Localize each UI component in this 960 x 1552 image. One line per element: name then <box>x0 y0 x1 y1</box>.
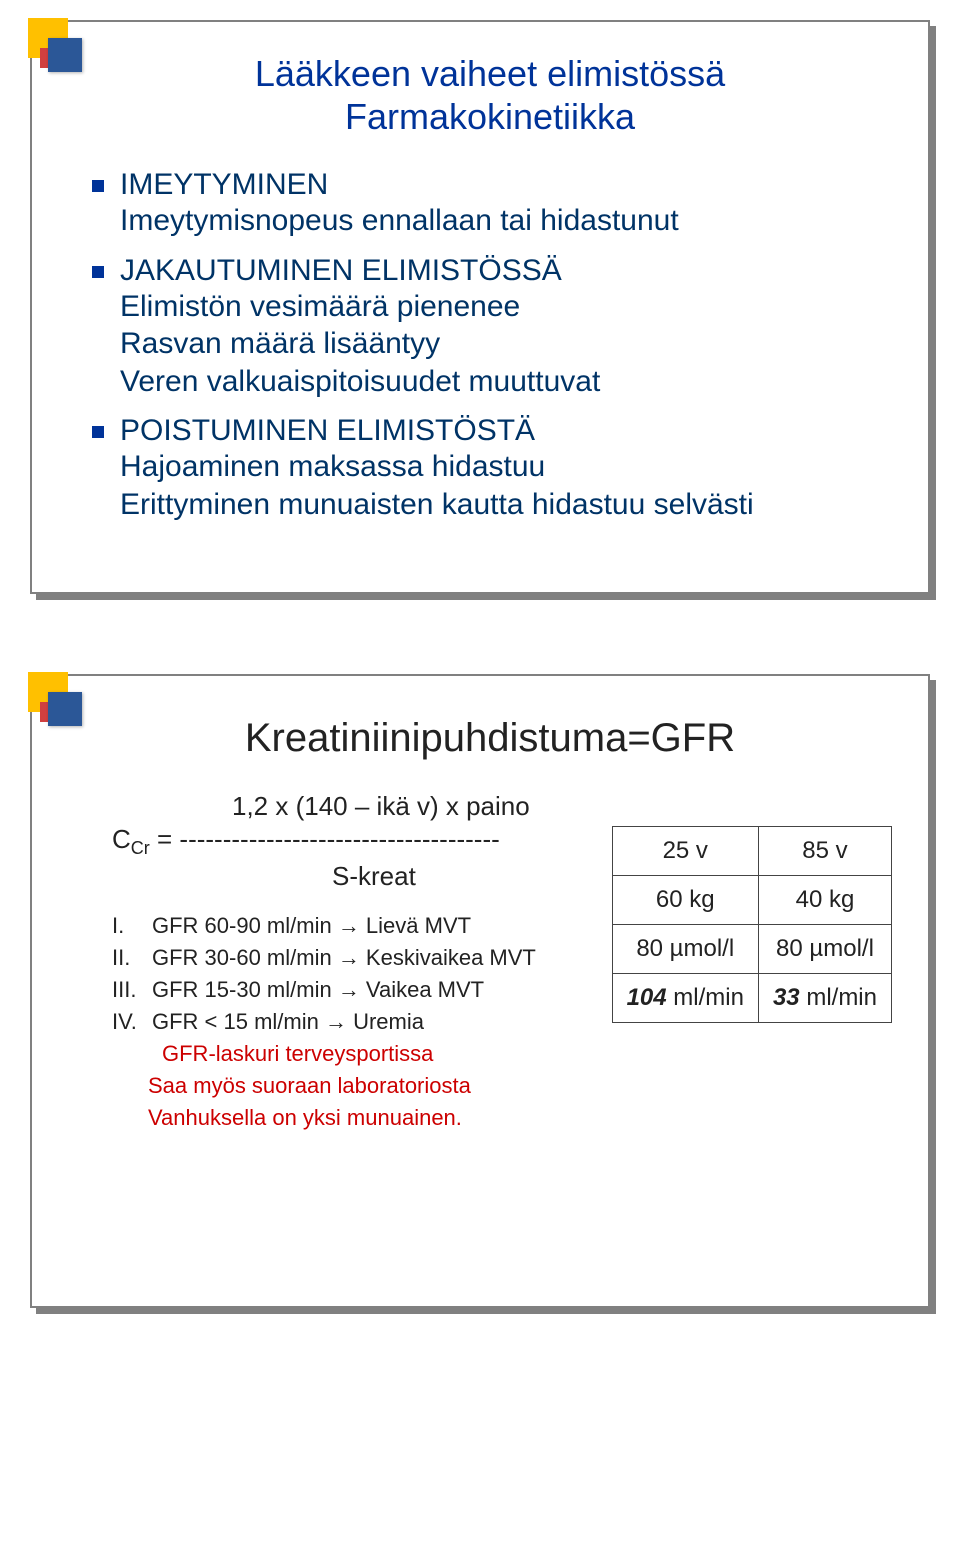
table-cell: 85 v <box>758 827 891 876</box>
list-item-sub: Elimistön vesimäärä pienenee <box>120 288 888 326</box>
list-item-sub: Rasvan määrä lisääntyy <box>120 325 888 363</box>
slide-decoration-icon <box>28 18 84 74</box>
slide-2-title: Kreatiniinipuhdistuma=GFR <box>92 716 888 761</box>
table-row: 25 v85 v <box>612 827 891 876</box>
gfr-note: Vanhuksella on yksi munuainen. <box>148 1102 888 1134</box>
table-cell: 80 µmol/l <box>758 925 891 974</box>
table-cell: 60 kg <box>612 876 758 925</box>
table-cell: 33 ml/min <box>758 974 891 1023</box>
slide-decoration-icon <box>28 672 84 728</box>
gfr-row-text: GFR 30-60 ml/min → Keskivaikea MVT <box>152 945 536 970</box>
list-item: POISTUMINEN ELIMISTÖSTÄHajoaminen maksas… <box>92 414 888 523</box>
table-cell: 25 v <box>612 827 758 876</box>
formula-numerator: 1,2 x (140 – ikä v) x paino <box>232 791 888 822</box>
formula-eq: = <box>150 824 180 854</box>
gfr-row-numeral: I. <box>112 910 152 942</box>
slide-1-title: Lääkkeen vaiheet elimistössä Farmakokine… <box>92 52 888 138</box>
list-item-sub: Erittyminen munuaisten kautta hidastuu s… <box>120 486 888 524</box>
gfr-row-numeral: II. <box>112 942 152 974</box>
table-cell: 40 kg <box>758 876 891 925</box>
list-item: JAKAUTUMINEN ELIMISTÖSSÄElimistön vesimä… <box>92 254 888 401</box>
formula-dashes: ------------------------------------- <box>179 824 499 854</box>
comparison-table: 25 v85 v60 kg40 kg80 µmol/l80 µmol/l104 … <box>612 826 892 1023</box>
table-row: 60 kg40 kg <box>612 876 891 925</box>
gfr-note: GFR-laskuri terveysportissa <box>162 1038 888 1070</box>
slide-1: Lääkkeen vaiheet elimistössä Farmakokine… <box>30 20 930 594</box>
slide-2: Kreatiniinipuhdistuma=GFR 1,2 x (140 – i… <box>30 674 930 1308</box>
table-row: 80 µmol/l80 µmol/l <box>612 925 891 974</box>
list-item-sub: Hajoaminen maksassa hidastuu <box>120 448 888 486</box>
formula-lhs: C <box>112 824 131 854</box>
bullet-icon <box>92 180 104 192</box>
list-item-head: IMEYTYMINEN <box>120 168 328 202</box>
slide-1-list: IMEYTYMINENImeytymisnopeus ennallaan tai… <box>92 168 888 523</box>
title-line-1: Lääkkeen vaiheet elimistössä <box>255 53 725 94</box>
gfr-row-numeral: IV. <box>112 1006 152 1038</box>
list-item-sub: Imeytymisnopeus ennallaan tai hidastunut <box>120 202 888 240</box>
list-item: IMEYTYMINENImeytymisnopeus ennallaan tai… <box>92 168 888 240</box>
gfr-note: Saa myös suoraan laboratoriosta <box>148 1070 888 1102</box>
bullet-icon <box>92 426 104 438</box>
list-item-sub: Veren valkuaispitoisuudet muuttuvat <box>120 363 888 401</box>
page: Lääkkeen vaiheet elimistössä Farmakokine… <box>0 0 960 1428</box>
gfr-row-numeral: III. <box>112 974 152 1006</box>
table-cell: 80 µmol/l <box>612 925 758 974</box>
title-line-2: Farmakokinetiikka <box>345 96 635 137</box>
gfr-row-text: GFR 60-90 ml/min → Lievä MVT <box>152 913 471 938</box>
formula-lhs-sub: Cr <box>131 838 150 858</box>
list-item-head: POISTUMINEN ELIMISTÖSTÄ <box>120 414 535 448</box>
table-row: 104 ml/min33 ml/min <box>612 974 891 1023</box>
gfr-row-text: GFR 15-30 ml/min → Vaikea MVT <box>152 977 484 1002</box>
list-item-head: JAKAUTUMINEN ELIMISTÖSSÄ <box>120 254 562 288</box>
bullet-icon <box>92 266 104 278</box>
table-cell: 104 ml/min <box>612 974 758 1023</box>
gfr-row-text: GFR < 15 ml/min → Uremia <box>152 1009 424 1034</box>
